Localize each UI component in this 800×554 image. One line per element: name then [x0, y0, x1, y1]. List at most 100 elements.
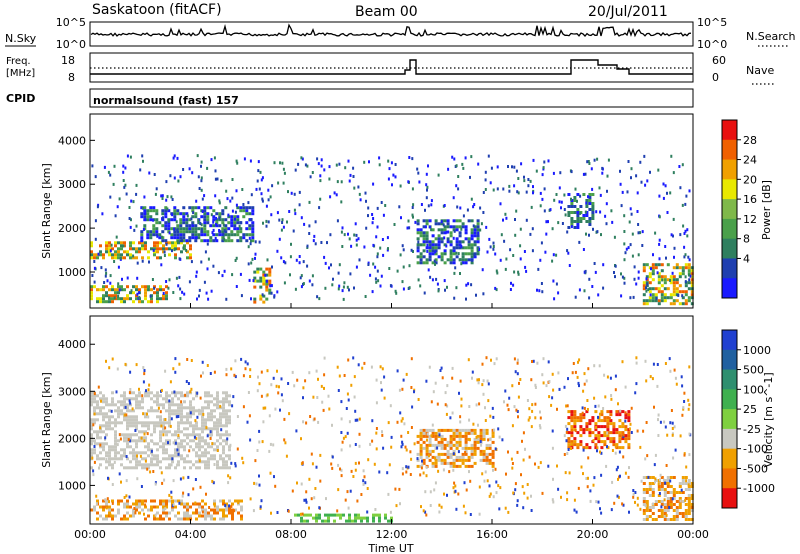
echo-cell [99, 397, 102, 401]
echo-cell [100, 266, 103, 270]
echo-cell [195, 511, 198, 515]
echo-cell [469, 479, 472, 483]
echo-cell [142, 380, 145, 384]
echo-cell [613, 501, 616, 505]
echo-cell [216, 394, 219, 398]
echo-cell [425, 246, 429, 250]
echo-cell [545, 220, 548, 224]
echo-cell [678, 165, 681, 168]
echo-cell [461, 252, 465, 256]
echo-cell [455, 431, 459, 435]
echo-cell [93, 412, 96, 416]
echo-cell [690, 272, 694, 276]
echo-cell [672, 509, 676, 512]
echo-cell [176, 448, 179, 452]
echo-cell [672, 287, 676, 291]
echo-cell [222, 511, 225, 515]
echo-cell [105, 403, 108, 407]
echo-cell [681, 294, 684, 298]
echo-cell [160, 263, 163, 267]
echo-cell [657, 299, 661, 303]
echo-cell [288, 210, 291, 213]
echo-cell [93, 400, 96, 404]
echo-cell [99, 505, 102, 509]
echo-cell [138, 391, 141, 395]
echo-cell [394, 487, 397, 491]
echo-cell [681, 302, 685, 306]
echo-cell [467, 431, 471, 435]
echo-cell [109, 281, 112, 285]
echo-cell [102, 424, 105, 428]
echo-cell [215, 233, 219, 237]
echo-cell [222, 415, 225, 419]
echo-cell [120, 433, 123, 437]
echo-cell [457, 450, 460, 454]
echo-cell [557, 221, 560, 225]
echo-cell [684, 263, 688, 267]
echo-cell [172, 441, 175, 445]
echo-cell [657, 418, 659, 422]
echo-cell [126, 294, 129, 298]
echo-cell [425, 428, 429, 432]
echo-cell [195, 421, 198, 425]
echo-cell [471, 259, 474, 262]
echo-cell [665, 513, 668, 517]
echo-cell [272, 443, 275, 447]
echo-cell [566, 404, 569, 408]
echo-cell [464, 246, 468, 250]
echo-cell [129, 397, 132, 401]
echo-cell [524, 265, 527, 269]
echo-cell [431, 449, 435, 453]
echo-cell [440, 255, 444, 259]
echo-cell [146, 432, 149, 436]
echo-cell [216, 466, 219, 470]
echo-cell [657, 434, 660, 437]
echo-cell [166, 195, 169, 199]
echo-cell [168, 247, 171, 251]
echo-cell [627, 160, 630, 163]
echo-cell [193, 435, 196, 439]
colorbar-tick-label: 100 [743, 383, 764, 396]
echo-cell [231, 178, 234, 181]
echo-cell [135, 394, 138, 398]
echo-cell [180, 418, 183, 422]
echo-cell [652, 362, 655, 366]
echo-cell [660, 512, 664, 515]
echo-cell [600, 419, 604, 423]
echo-cell [207, 394, 210, 398]
echo-cell [153, 505, 156, 509]
echo-cell [264, 273, 267, 277]
echo-cell [536, 288, 538, 292]
echo-cell [660, 485, 664, 488]
echo-cell [207, 406, 210, 410]
echo-cell [485, 431, 489, 435]
echo-cell [143, 224, 147, 228]
echo-cell [117, 508, 120, 512]
echo-cell [126, 436, 129, 440]
echo-cell [256, 267, 260, 271]
echo-cell [628, 510, 630, 514]
echo-cell [687, 281, 691, 285]
echo-cell [369, 273, 372, 277]
echo-cell [375, 378, 378, 382]
echo-cell [105, 244, 108, 248]
echo-cell [582, 214, 586, 217]
echo-cell [236, 230, 240, 234]
echo-cell [340, 417, 343, 421]
echo-cell [419, 284, 422, 288]
echo-cell [452, 431, 456, 435]
echo-cell [240, 508, 243, 512]
echo-cell [576, 199, 578, 203]
colorbar-tick-label: -25 [743, 423, 761, 436]
echo-cell [207, 412, 210, 416]
nave-label: Nave [746, 64, 774, 77]
echo-cell [587, 195, 589, 199]
echo-cell [606, 422, 610, 426]
echo-cell [117, 250, 120, 254]
echo-cell [141, 394, 144, 398]
echo-cell [455, 428, 459, 432]
echo-cell [228, 454, 231, 458]
echo-cell [262, 273, 266, 277]
echo-cell [261, 176, 264, 180]
echo-cell [138, 502, 141, 506]
